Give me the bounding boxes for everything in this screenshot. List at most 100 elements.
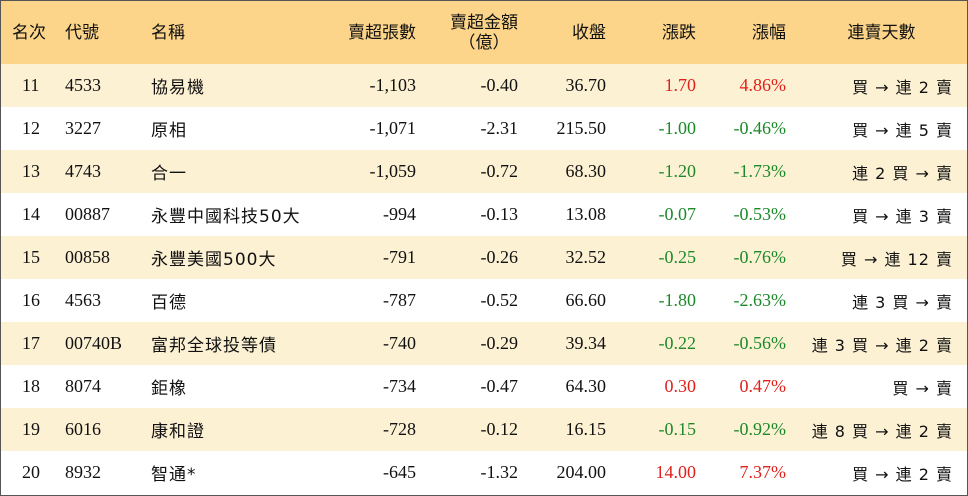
header-net-sell-amount-label: 賣超金額 （億） <box>450 13 518 53</box>
cell-streak: 買 → 連 2 賣 <box>786 451 967 494</box>
cell-name: 永豐美國500大 <box>151 236 321 279</box>
cell-net-sell-amount: -0.52 <box>480 290 519 310</box>
cell-name-text: 康和證 <box>151 422 205 442</box>
cell-close: 66.60 <box>565 290 607 310</box>
cell-streak-text: 買 → 連 2 賣 <box>852 77 953 97</box>
table-row: 13 4743 合一 -1,059 -0.72 68.30 -1.20 -1.73% 連 2 買… <box>1 150 967 193</box>
header-net-sell-amount: 賣超金額 （億） <box>416 1 518 64</box>
cell-streak: 買 → 連 12 賣 <box>786 236 967 279</box>
cell-change-pct: -0.53% <box>733 204 787 224</box>
cell-close: 13.08 <box>565 204 607 224</box>
cell-net-sell-amount: -0.72 <box>480 161 519 181</box>
cell-change-pct: -1.73% <box>733 161 787 181</box>
cell-close: 16.15 <box>565 419 607 439</box>
cell-streak: 買 → 連 3 賣 <box>786 193 967 236</box>
cell-code: 00887 <box>65 204 110 224</box>
cell-close: 39.34 <box>565 333 607 353</box>
cell-change: -0.15 <box>658 419 697 439</box>
table-row: 15 00858 永豐美國500大 -791 -0.26 32.52 -0.25 -0.76%… <box>1 236 967 279</box>
cell-name: 永豐中國科技50大 <box>151 193 321 236</box>
cell-name: 原相 <box>151 107 321 150</box>
cell-code: 00740B <box>65 333 123 353</box>
cell-net-sell-amount: -0.12 <box>480 419 519 439</box>
cell-streak: 連 2 買 → 賣 <box>786 150 967 193</box>
cell-name: 百德 <box>151 279 321 322</box>
cell-close: 68.30 <box>565 161 607 181</box>
header-change: 漲跌 <box>662 22 696 43</box>
cell-change: -0.07 <box>658 204 697 224</box>
cell-name-text: 原相 <box>151 121 187 141</box>
cell-change: -1.00 <box>658 118 697 138</box>
cell-change-pct: -2.63% <box>733 290 787 310</box>
cell-streak-text: 買 → 連 12 賣 <box>840 249 953 269</box>
cell-net-sell-amount: -0.47 <box>480 376 519 396</box>
header-code: 代號 <box>65 22 99 43</box>
cell-change: 14.00 <box>655 462 697 482</box>
cell-change-pct: -0.92% <box>733 419 787 439</box>
table-row: 16 4563 百德 -787 -0.52 66.60 -1.80 -2.63% 連 3 買 →… <box>1 279 967 322</box>
cell-close: 204.00 <box>556 462 607 482</box>
cell-net-sell-volume: -740 <box>383 333 416 353</box>
cell-name: 鉅橡 <box>151 365 321 408</box>
table-row: 18 8074 鉅橡 -734 -0.47 64.30 0.30 0.47% 買 → 賣 <box>1 365 967 408</box>
cell-streak-text: 買 → 連 2 賣 <box>852 464 953 484</box>
cell-code: 3227 <box>65 118 101 138</box>
table-row: 19 6016 康和證 -728 -0.12 16.15 -0.15 -0.92% 連 8 買 … <box>1 408 967 451</box>
cell-code: 4743 <box>65 161 101 181</box>
cell-streak-text: 買 → 連 3 賣 <box>852 206 953 226</box>
header-net-sell-amount-line2: （億） <box>458 32 510 53</box>
cell-net-sell-volume: -994 <box>383 204 416 224</box>
cell-close: 36.70 <box>565 75 607 95</box>
cell-change-pct: 0.47% <box>739 376 787 396</box>
cell-rank: 17 <box>22 333 40 353</box>
header-rank: 名次 <box>12 22 46 43</box>
cell-name: 康和證 <box>151 408 321 451</box>
header-net-sell-amount-line1: 賣超金額 <box>450 12 518 33</box>
cell-name: 協易機 <box>151 64 321 107</box>
cell-code: 4563 <box>65 290 101 310</box>
cell-change: 1.70 <box>664 75 697 95</box>
cell-change-pct: -0.56% <box>733 333 787 353</box>
cell-name-text: 永豐中國科技50大 <box>151 207 301 227</box>
cell-change-pct: -0.76% <box>733 247 787 267</box>
cell-rank: 15 <box>22 247 40 267</box>
cell-rank: 18 <box>22 376 40 396</box>
cell-name-text: 富邦全球投等債 <box>151 336 277 356</box>
cell-net-sell-volume: -728 <box>383 419 416 439</box>
cell-net-sell-amount: -0.40 <box>480 75 519 95</box>
cell-streak: 買 → 賣 <box>786 365 967 408</box>
cell-name-text: 合一 <box>151 164 187 184</box>
cell-close: 32.52 <box>565 247 607 267</box>
cell-name: 富邦全球投等債 <box>151 322 321 365</box>
cell-streak: 連 8 買 → 連 2 賣 <box>786 408 967 451</box>
cell-name: 合一 <box>151 150 321 193</box>
cell-change: -0.22 <box>658 333 697 353</box>
cell-change-pct: -0.46% <box>733 118 787 138</box>
cell-name-text: 協易機 <box>151 78 205 98</box>
cell-name-text: 永豐美國500大 <box>151 250 277 270</box>
table-body: 11 4533 協易機 -1,103 -0.40 36.70 1.70 4.86% 買 → 連 … <box>1 64 967 494</box>
cell-rank: 20 <box>22 462 40 482</box>
cell-close: 215.50 <box>556 118 607 138</box>
cell-rank: 11 <box>22 75 40 95</box>
cell-code: 6016 <box>65 419 101 439</box>
header-streak: 連賣天數 <box>847 22 916 43</box>
table-row: 12 3227 原相 -1,071 -2.31 215.50 -1.00 -0.46% 買 → … <box>1 107 967 150</box>
cell-net-sell-volume: -787 <box>383 290 416 310</box>
cell-rank: 12 <box>22 118 40 138</box>
cell-code: 00858 <box>65 247 110 267</box>
cell-change: -1.80 <box>658 290 697 310</box>
cell-name-text: 鉅橡 <box>151 379 187 399</box>
cell-streak: 買 → 連 2 賣 <box>786 64 967 107</box>
table-row: 11 4533 協易機 -1,103 -0.40 36.70 1.70 4.86% 買 → 連 … <box>1 64 967 107</box>
table-row: 20 8932 智通* -645 -1.32 204.00 14.00 7.37% 買 → 連 … <box>1 451 967 494</box>
cell-net-sell-amount: -2.31 <box>480 118 519 138</box>
cell-streak-text: 買 → 連 5 賣 <box>852 120 953 140</box>
cell-streak: 買 → 連 5 賣 <box>786 107 967 150</box>
cell-rank: 14 <box>22 204 40 224</box>
cell-change: 0.30 <box>664 376 697 396</box>
cell-streak: 連 3 買 → 連 2 賣 <box>786 322 967 365</box>
table-row: 14 00887 永豐中國科技50大 -994 -0.13 13.08 -0.07 -0.53… <box>1 193 967 236</box>
